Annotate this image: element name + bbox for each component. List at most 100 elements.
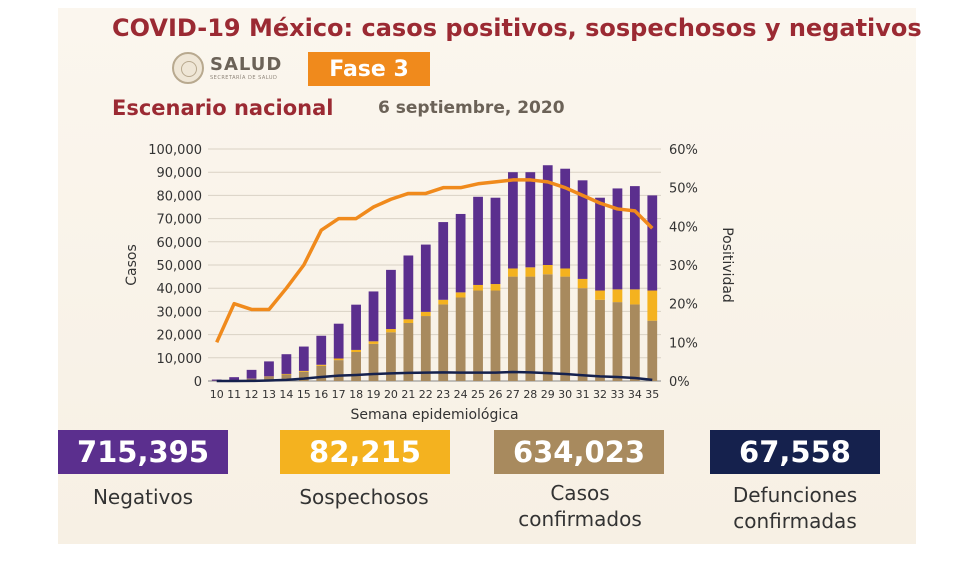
bar-confirmados [525,276,536,381]
line-defunciones [216,370,653,383]
bar-confirmados [612,302,623,381]
bar-sospechosos [281,373,292,375]
bar-negativos [612,188,623,290]
x-tick-label: 32 [593,388,607,401]
x-tick-label: 34 [628,388,642,401]
x-tick-label: 13 [262,388,276,401]
bar-sospechosos [560,268,571,277]
bar-negativos [386,269,396,330]
bar-confirmados [629,304,640,381]
stat-value-confirmados: 634,023 [512,435,646,469]
x-tick-label: 24 [454,388,468,401]
bar-negativos [647,195,658,291]
bar-sospechosos [473,284,483,291]
bar-confirmados [577,288,588,381]
y2-tick-label: 40% [669,220,698,235]
x-tick-label: 25 [471,388,485,401]
bar-confirmados [281,374,292,381]
bar-negativos [577,180,588,279]
bar-confirmados [316,365,327,381]
bar-sospechosos [368,341,379,344]
bar-negativos [298,346,309,371]
x-tick-label: 31 [576,388,590,401]
bar-confirmados [595,299,605,381]
x-tick-label: 17 [332,388,346,401]
stat-confirmados: 634,023 [494,430,664,474]
x-tick-label: 27 [506,388,520,401]
salud-logo: SALUD SECRETARÍA DE SALUD [172,50,302,90]
bar-negativos [264,361,274,377]
bar-sospechosos [403,319,414,323]
bar-sospechosos [490,284,501,291]
x-tick-label: 23 [436,388,450,401]
stat-label-line: Negativos [92,485,194,509]
x-tick-label: 12 [245,388,259,401]
bar-sospechosos [351,349,361,352]
y-tick-label: 0 [194,375,202,390]
stat-defunciones: 67,558 [710,430,880,474]
y-tick-label: 20,000 [157,329,203,344]
x-tick-label: 11 [227,388,241,401]
y2-axis-label: Positividad [719,227,735,303]
bar-negativos [629,186,640,290]
bar-confirmados [333,360,344,381]
bar-sospechosos [647,290,658,321]
stat-label-line: confirmados [518,507,642,531]
bar-negativos [490,197,501,285]
y-tick-label: 60,000 [157,236,203,251]
x-tick-label: 30 [558,388,572,401]
bar-confirmados [403,323,414,381]
x-tick-label: 20 [384,388,398,401]
stat-label-negativos: Negativos [43,484,243,510]
x-tick-label: 16 [314,388,328,401]
stat-value-negativos: 715,395 [76,435,210,469]
bar-sospechosos [577,278,588,289]
bar-confirmados [490,290,501,381]
bar-confirmados [420,316,431,381]
bar-negativos [246,369,257,379]
stat-label-line: Casos [550,481,610,505]
bar-negativos [229,377,240,380]
y-tick-label: 10,000 [157,352,203,367]
y-tick-label: 80,000 [157,189,203,204]
bar-sospechosos [455,292,466,298]
y2-tick-label: 30% [669,259,698,274]
y2-tick-label: 20% [669,298,698,313]
logo-text: SALUD [210,54,283,75]
stat-label-defunciones: Defunciones confirmadas [695,482,895,534]
line-positividad [215,178,654,344]
bar-sospechosos [612,289,623,303]
y2-tick-label: 60% [669,143,698,158]
y-tick-label: 100,000 [148,143,202,158]
stat-negativos: 715,395 [58,430,228,474]
bar-sospechosos [438,299,449,305]
bar-negativos [333,323,344,359]
x-tick-label: 26 [488,388,502,401]
bar-confirmados [351,352,361,381]
y2-tick-label: 0% [669,375,690,390]
x-tick-label: 21 [401,388,415,401]
bar-confirmados [647,320,658,381]
subtitle: Escenario nacional [112,96,334,120]
y-tick-label: 30,000 [157,305,203,320]
stat-label-line: Defunciones [732,483,858,507]
bar-negativos [560,168,571,269]
stat-value-sospechosos: 82,215 [309,435,421,469]
x-tick-label: 22 [419,388,433,401]
stat-label-line: Sospechosos [299,485,429,509]
bar-sospechosos [386,329,396,333]
bar-confirmados [438,304,449,381]
x-tick-label: 10 [210,388,224,401]
stat-sospechosos: 82,215 [280,430,450,474]
x-tick-label: 29 [541,388,555,401]
bar-sospechosos [298,370,309,372]
bar-sospechosos [508,268,518,277]
bar-negativos [525,172,536,268]
bar-confirmados [264,376,274,381]
x-tick-label: 28 [523,388,537,401]
bar-confirmados [298,371,309,381]
y2-tick-label: 50% [669,182,698,197]
bar-sospechosos [525,267,536,277]
bar-negativos [281,354,292,374]
